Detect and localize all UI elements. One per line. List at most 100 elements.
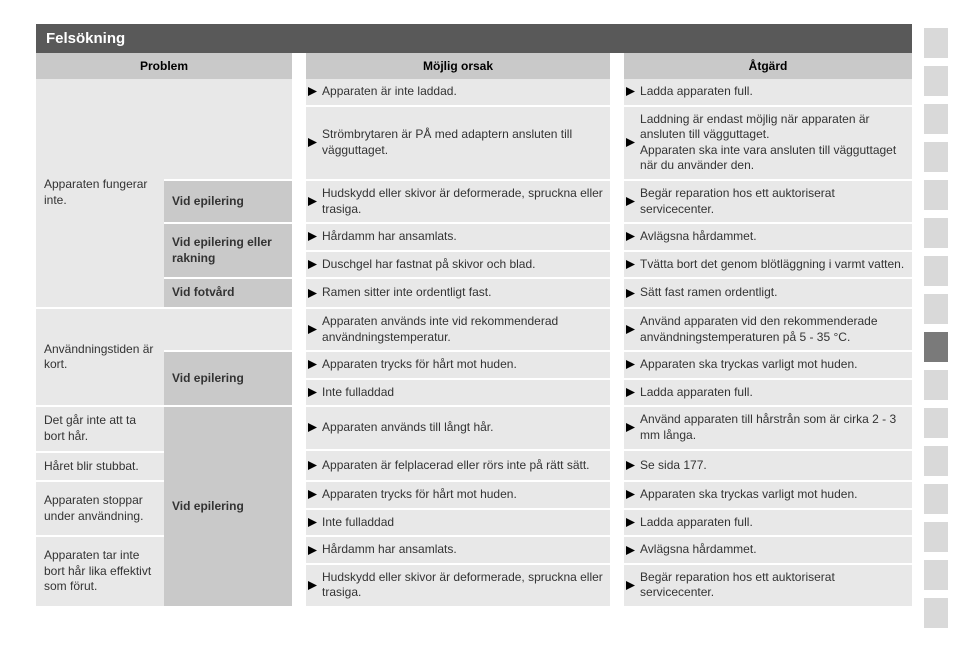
side-tabs: [924, 28, 948, 636]
bullet-arrow-icon: [624, 138, 638, 147]
cause-cell: Apparaten är felplacerad eller rörs inte…: [306, 449, 610, 481]
side-tab: [924, 370, 948, 400]
header-fix: Åtgärd: [624, 53, 912, 79]
side-tab: [924, 408, 948, 438]
cell-text: Tvätta bort det genom blötläggning i var…: [638, 252, 912, 278]
side-tab: [924, 332, 948, 362]
cause-cell: Hudskydd eller skivor är deformerade, sp…: [306, 179, 610, 222]
cell-text: Begär reparation hos ett auktoriserat se…: [638, 565, 912, 606]
bullet-arrow-icon: [306, 197, 320, 206]
header-cause: Möjlig orsak: [306, 53, 610, 79]
sub-condition-text: Vid epilering: [164, 188, 292, 216]
fix-cell: Ladda apparaten full.: [624, 508, 912, 536]
cause-cell: Ramen sitter inte ordentligt fast.: [306, 277, 610, 307]
bullet-arrow-icon: [306, 360, 320, 369]
bullet-arrow-icon: [624, 423, 638, 432]
side-tab: [924, 142, 948, 172]
cell-text: Apparaten ska tryckas varligt mot huden.: [638, 352, 912, 378]
problem-text: Apparaten fungerar inte.: [36, 171, 164, 214]
cell-text: Ladda apparaten full.: [638, 510, 912, 536]
cell-text: Ladda apparaten full.: [638, 79, 912, 105]
fix-cell: Apparaten ska tryckas varligt mot huden.: [624, 350, 912, 378]
side-tab: [924, 104, 948, 134]
cell-text: Duschgel har fastnat på skivor och blad.: [320, 252, 610, 278]
table-row: Vid epilering Hudskydd eller skivor är de…: [36, 179, 912, 222]
cell-text: Laddning är endast möjlig när apparaten …: [638, 107, 912, 179]
fix-cell: Begär reparation hos ett auktoriserat se…: [624, 563, 912, 606]
cause-cell: Apparaten används till långt hår.: [306, 405, 610, 448]
sub-condition-text: Vid fotvård: [164, 279, 292, 307]
cause-cell: Hårdamm har ansamlats.: [306, 535, 610, 563]
bullet-arrow-icon: [306, 232, 320, 241]
bullet-arrow-icon: [306, 325, 320, 334]
cell-text: Inte fulladdad: [320, 510, 610, 536]
side-tab: [924, 522, 948, 552]
bullet-arrow-icon: [624, 461, 638, 470]
side-tab: [924, 256, 948, 286]
cell-text: Ramen sitter inte ordentligt fast.: [320, 280, 610, 306]
side-tab: [924, 28, 948, 58]
table-row: Vid fotvård Ramen sitter inte ordentligt …: [36, 277, 912, 307]
troubleshooting-table: Problem Möjlig orsak Åtgärd Apparaten fu…: [36, 53, 912, 606]
cause-cell: Inte fulladdad: [306, 508, 610, 536]
bullet-arrow-icon: [306, 388, 320, 397]
bullet-arrow-icon: [624, 490, 638, 499]
table-row: Apparaten fungerar inte.Apparaten är int…: [36, 79, 912, 105]
cell-text: Apparaten är felplacerad eller rörs inte…: [320, 453, 610, 479]
fix-cell: Avlägsna hårdammet.: [624, 535, 912, 563]
fix-cell: Avlägsna hårdammet.: [624, 222, 912, 250]
bullet-arrow-icon: [624, 325, 638, 334]
cell-text: Apparaten används till långt hår.: [320, 415, 610, 441]
side-tab: [924, 66, 948, 96]
bullet-arrow-icon: [306, 461, 320, 470]
cause-cell: Strömbrytaren är PÅ med adaptern anslute…: [306, 105, 610, 179]
bullet-arrow-icon: [306, 260, 320, 269]
bullet-arrow-icon: [624, 87, 638, 96]
cause-cell: Apparaten är inte laddad.: [306, 79, 610, 105]
cause-cell: Hudskydd eller skivor är deformerade, sp…: [306, 563, 610, 606]
cell-text: Hudskydd eller skivor är deformerade, sp…: [320, 565, 610, 606]
bullet-arrow-icon: [624, 260, 638, 269]
cell-text: Hårdamm har ansamlats.: [320, 537, 610, 563]
cell-text: Använd apparaten vid den rekommenderade …: [638, 309, 912, 350]
table-row: Vid epileringApparaten trycks för hårt m…: [36, 350, 912, 378]
sub-condition-text: Vid epilering: [164, 365, 292, 393]
cause-cell: Duschgel har fastnat på skivor och blad.: [306, 250, 610, 278]
fix-cell: Ladda apparaten full.: [624, 79, 912, 105]
cell-text: Apparaten trycks för hårt mot huden.: [320, 352, 610, 378]
bullet-arrow-icon: [624, 518, 638, 527]
fix-cell: Använd apparaten till hårstrån som är ci…: [624, 405, 912, 448]
sub-condition-text: [164, 123, 292, 135]
cell-text: Använd apparaten till hårstrån som är ci…: [638, 407, 912, 448]
side-tab: [924, 598, 948, 628]
sub-condition-text: Vid epilering eller rakning: [164, 229, 292, 272]
cause-cell: Hårdamm har ansamlats.: [306, 222, 610, 250]
cell-text: Apparaten används inte vid rekommenderad…: [320, 309, 610, 350]
fix-cell: Tvätta bort det genom blötläggning i var…: [624, 250, 912, 278]
fix-cell: Begär reparation hos ett auktoriserat se…: [624, 179, 912, 222]
problem-text: Apparaten tar inte bort hår lika effekti…: [36, 542, 164, 601]
problem-text: Det går inte att ta bort hår.: [36, 407, 164, 450]
bullet-arrow-icon: [624, 388, 638, 397]
section-title: Felsökning: [36, 24, 912, 53]
cell-text: Strömbrytaren är PÅ med adaptern anslute…: [320, 122, 610, 163]
fix-cell: Sätt fast ramen ordentligt.: [624, 277, 912, 307]
bullet-arrow-icon: [306, 138, 320, 147]
sub-condition-text: [164, 324, 292, 336]
bullet-arrow-icon: [306, 581, 320, 590]
problem-text: Användningstiden är kort.: [36, 336, 164, 379]
cell-text: Avlägsna hårdammet.: [638, 224, 912, 250]
cell-text: Hudskydd eller skivor är deformerade, sp…: [320, 181, 610, 222]
cell-text: Apparaten trycks för hårt mot huden.: [320, 482, 610, 508]
table-header-row: Problem Möjlig orsak Åtgärd: [36, 53, 912, 79]
bullet-arrow-icon: [306, 87, 320, 96]
page-container: Felsökning Problem Möjlig orsak Åtgärd A…: [36, 24, 912, 606]
fix-cell: Se sida 177.: [624, 449, 912, 481]
bullet-arrow-icon: [306, 546, 320, 555]
header-problem: Problem: [36, 53, 292, 79]
bullet-arrow-icon: [306, 518, 320, 527]
fix-cell: Ladda apparaten full.: [624, 378, 912, 406]
bullet-arrow-icon: [624, 197, 638, 206]
bullet-arrow-icon: [306, 490, 320, 499]
bullet-arrow-icon: [624, 546, 638, 555]
